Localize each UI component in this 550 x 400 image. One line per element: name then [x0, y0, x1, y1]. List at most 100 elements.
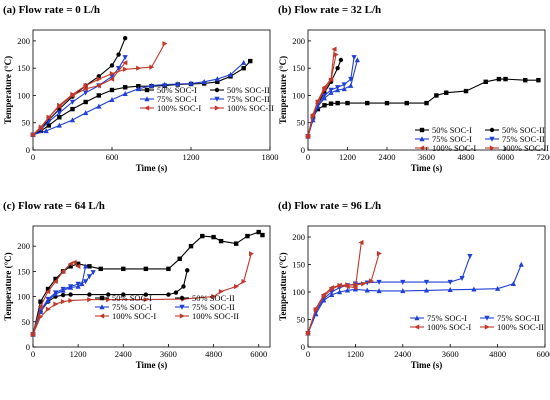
legend-label: 100% SOC-I	[427, 322, 471, 332]
legend-entry: 75% SOC-I	[415, 134, 472, 144]
x-tick-label: 4800	[205, 349, 222, 359]
data-point	[463, 88, 469, 94]
legend-label: 50% SOC-II	[192, 293, 235, 303]
legend-entry: 75% SOC-II	[210, 94, 270, 104]
y-tick-label: 50	[22, 118, 31, 128]
legend-label: 50% SOC-I	[157, 85, 197, 95]
legend-marker	[489, 145, 495, 151]
x-tick-label: 2400	[394, 349, 411, 359]
series-5	[305, 51, 339, 139]
data-point	[53, 301, 59, 307]
data-point	[143, 297, 149, 303]
data-point	[122, 85, 128, 90]
legend-label: 100% SOC-I	[432, 143, 476, 153]
data-point	[483, 79, 488, 85]
y-tick-label: 0	[301, 342, 305, 352]
series-line	[32, 37, 126, 136]
data-point	[38, 314, 44, 320]
x-tick-label: 4800	[489, 349, 506, 359]
legend-marker	[484, 315, 490, 321]
y-axis-label: Temperature (°C)	[3, 252, 13, 320]
data-point	[215, 79, 220, 85]
data-point	[69, 99, 76, 105]
series-line	[32, 57, 126, 136]
legend-entry: 75% SOC-I	[410, 313, 467, 323]
plot-frame	[307, 225, 546, 348]
data-point	[109, 97, 115, 103]
data-point	[496, 76, 502, 82]
data-point	[376, 288, 382, 294]
data-point	[233, 241, 239, 246]
legend-entry: 100% SOC-I	[140, 103, 201, 113]
data-point	[70, 91, 76, 97]
data-point	[348, 82, 354, 88]
data-point	[69, 117, 76, 123]
data-point	[365, 100, 370, 106]
data-point	[471, 286, 477, 292]
data-point	[241, 278, 247, 285]
data-point	[143, 292, 149, 297]
data-point	[121, 292, 126, 297]
data-point	[337, 282, 343, 288]
data-point	[173, 290, 179, 295]
data-point	[423, 279, 430, 285]
data-point	[218, 288, 224, 295]
data-point	[241, 65, 246, 71]
data-point	[68, 284, 74, 290]
data-point	[122, 66, 128, 72]
plot-frame	[32, 225, 271, 348]
data-point	[166, 292, 171, 297]
y-tick-label: 0	[301, 145, 305, 155]
data-point	[434, 93, 439, 98]
legend-label: 50% SOC-II	[502, 125, 545, 135]
y-tick-label: 200	[292, 36, 305, 46]
data-point	[335, 65, 340, 71]
data-point	[260, 232, 265, 238]
series-3	[30, 55, 128, 138]
legend-entry: 50% SOC-II	[210, 85, 270, 95]
data-point	[245, 233, 250, 239]
x-tick-label: 6000	[497, 152, 514, 162]
data-point	[376, 279, 382, 285]
data-point	[358, 239, 364, 246]
data-point	[305, 133, 311, 139]
data-point	[46, 114, 52, 120]
data-point	[348, 76, 354, 82]
x-tick-label: 0	[306, 349, 310, 359]
data-point	[106, 292, 111, 297]
data-point	[175, 81, 181, 87]
legend-entry: 75% SOC-I	[95, 302, 152, 312]
data-point	[341, 82, 347, 88]
data-point	[45, 296, 51, 302]
data-point	[57, 102, 63, 108]
legend-label: 50% SOC-I	[432, 125, 472, 135]
legend-entry: 100% SOC-I	[415, 143, 476, 153]
data-point	[75, 263, 81, 269]
data-point	[211, 293, 217, 300]
x-tick-label: 1200	[347, 349, 364, 359]
data-point	[68, 298, 74, 304]
x-tick-label: 3600	[418, 152, 435, 162]
data-point	[96, 103, 102, 109]
data-point	[162, 41, 168, 47]
legend-marker	[419, 136, 425, 142]
legend-marker	[489, 136, 495, 142]
data-point	[248, 58, 253, 64]
x-axis-label: Time (s)	[411, 163, 443, 173]
series-line	[32, 272, 94, 335]
data-point	[321, 293, 327, 299]
data-point	[67, 261, 73, 267]
data-point	[227, 71, 234, 77]
data-point	[60, 299, 66, 305]
data-point	[166, 266, 171, 272]
legend-label: 100% SOC-II	[227, 103, 274, 113]
data-point	[46, 119, 52, 125]
legend-marker	[99, 295, 105, 301]
data-point	[369, 278, 374, 284]
data-point	[313, 307, 319, 313]
data-point	[96, 93, 102, 98]
data-point	[109, 71, 115, 77]
